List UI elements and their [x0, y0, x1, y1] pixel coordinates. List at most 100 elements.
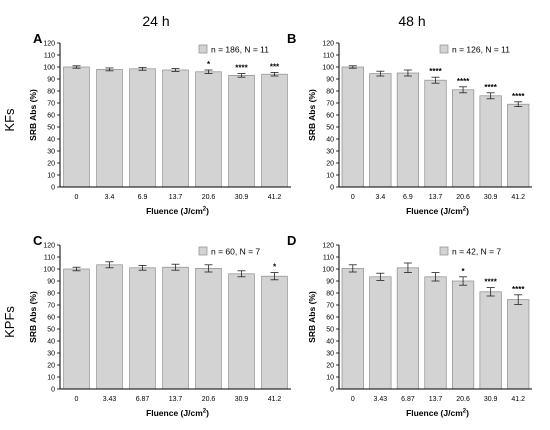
x-tick-label: 6.87 — [136, 396, 150, 403]
bar — [369, 73, 392, 188]
bar — [129, 68, 156, 188]
y-tick-label: 70 — [326, 303, 334, 310]
y-tick-label: 110 — [44, 255, 55, 262]
x-tick-label: 6.9 — [403, 194, 413, 201]
legend-swatch — [439, 246, 449, 256]
significance-label: *** — [270, 62, 280, 71]
y-tick-label: 40 — [326, 137, 334, 144]
bar — [396, 267, 420, 390]
legend-label: n = 186, N = 11 — [211, 45, 269, 55]
chart-panel-b: B 0 10 20 30 40 50 60 70 80 90 100 110 120 SRB Abs (%)… — [287, 31, 532, 216]
y-tick-label: 70 — [47, 101, 55, 108]
y-tick-label: 10 — [326, 173, 334, 180]
y-tick-label: 20 — [47, 161, 55, 168]
y-tick-label: 10 — [47, 173, 55, 180]
y-tick-label: 80 — [326, 291, 334, 298]
y-tick-label: 120 — [43, 243, 55, 250]
x-tick-label: 20.6 — [456, 194, 470, 201]
chart-panel-d: D 0 10 20 30 40 50 60 70 80 90 100 110 120 SRB Abs (%)… — [287, 233, 532, 418]
y-axis-label: SRB Abs (%) — [28, 89, 38, 141]
y-tick-label: 70 — [47, 303, 55, 310]
y-tick-label: 100 — [322, 267, 334, 274]
legend-label: n = 42, N = 7 — [452, 247, 501, 257]
y-tick-label: 70 — [326, 101, 334, 108]
bar — [479, 95, 502, 188]
x-tick-label: 0 — [351, 396, 355, 403]
x-tick-label: 41.2 — [268, 194, 282, 201]
y-tick-label: 0 — [51, 387, 55, 394]
y-tick-label: 120 — [322, 41, 334, 48]
x-tick-label: 3.4 — [375, 194, 385, 201]
x-tick-label: 13.7 — [169, 194, 183, 201]
x-tick-label: 3.43 — [103, 396, 117, 403]
bar — [424, 79, 447, 188]
y-tick-label: 110 — [323, 255, 334, 262]
legend-label: n = 126, N = 11 — [452, 45, 510, 55]
y-tick-label: 40 — [47, 339, 55, 346]
y-tick-label: 110 — [44, 53, 55, 60]
y-tick-label: 80 — [326, 89, 334, 96]
y-tick-label: 50 — [326, 327, 334, 334]
bar — [228, 273, 255, 390]
bar — [63, 66, 90, 188]
x-tick-label: 0 — [351, 194, 355, 201]
bar — [369, 276, 392, 390]
significance-label: **** — [512, 92, 525, 101]
significance-label: **** — [512, 285, 525, 294]
y-tick-label: 50 — [326, 125, 334, 132]
y-tick-label: 80 — [47, 291, 55, 298]
panel-letter: D — [287, 233, 296, 248]
legend-swatch — [439, 44, 449, 54]
legend-swatch — [198, 246, 208, 256]
significance-label: **** — [429, 67, 442, 76]
y-axis-label: SRB Abs (%) — [28, 291, 38, 343]
significance-label: * — [273, 263, 277, 272]
y-tick-label: 60 — [326, 315, 334, 322]
y-tick-label: 60 — [47, 113, 55, 120]
bar — [396, 72, 420, 188]
x-tick-label: 30.9 — [235, 396, 249, 403]
panel-letter: A — [33, 31, 43, 46]
y-tick-label: 30 — [47, 149, 55, 156]
bar — [424, 276, 447, 390]
x-tick-label: 41.2 — [511, 194, 525, 201]
legend-label: n = 60, N = 7 — [211, 247, 260, 257]
y-tick-label: 10 — [326, 375, 334, 382]
bar — [63, 268, 90, 390]
y-tick-label: 100 — [43, 267, 55, 274]
y-tick-label: 120 — [43, 41, 55, 48]
x-tick-label: 3.4 — [105, 194, 115, 201]
x-tick-label: 41.2 — [268, 396, 282, 403]
y-tick-label: 90 — [47, 279, 55, 286]
y-tick-label: 80 — [47, 89, 55, 96]
bar — [479, 291, 502, 390]
y-tick-label: 50 — [47, 327, 55, 334]
row-label-kfs: KFs — [2, 108, 17, 132]
significance-label: * — [207, 60, 211, 69]
bar — [341, 268, 364, 390]
x-axis-label: Fluence (J/cm2) — [406, 206, 469, 216]
significance-label: **** — [457, 77, 470, 86]
y-tick-label: 20 — [326, 363, 334, 370]
y-tick-label: 30 — [47, 351, 55, 358]
y-tick-label: 60 — [326, 113, 334, 120]
bar — [507, 299, 530, 390]
bar — [96, 69, 123, 188]
x-axis-label: Fluence (J/cm2) — [406, 408, 469, 418]
x-tick-label: 20.6 — [202, 396, 216, 403]
y-tick-label: 30 — [326, 351, 334, 358]
bar — [195, 268, 222, 390]
bar — [261, 73, 288, 188]
y-axis-label: SRB Abs (%) — [307, 89, 317, 141]
y-axis-label: SRB Abs (%) — [307, 291, 317, 343]
column-header-24h: 24 h — [142, 13, 169, 29]
y-tick-label: 0 — [330, 387, 334, 394]
chart-panel-a: A 0 10 20 30 40 50 60 70 80 90 100 110 120 SRB Abs (%)… — [28, 31, 291, 216]
legend-swatch — [198, 44, 208, 54]
y-tick-label: 120 — [322, 243, 334, 250]
chart-panel-c: C 0 10 20 30 40 50 60 70 80 90 100 110 120 SRB Abs (%)… — [28, 233, 291, 418]
x-tick-label: 6.9 — [138, 194, 148, 201]
bar — [451, 280, 475, 390]
